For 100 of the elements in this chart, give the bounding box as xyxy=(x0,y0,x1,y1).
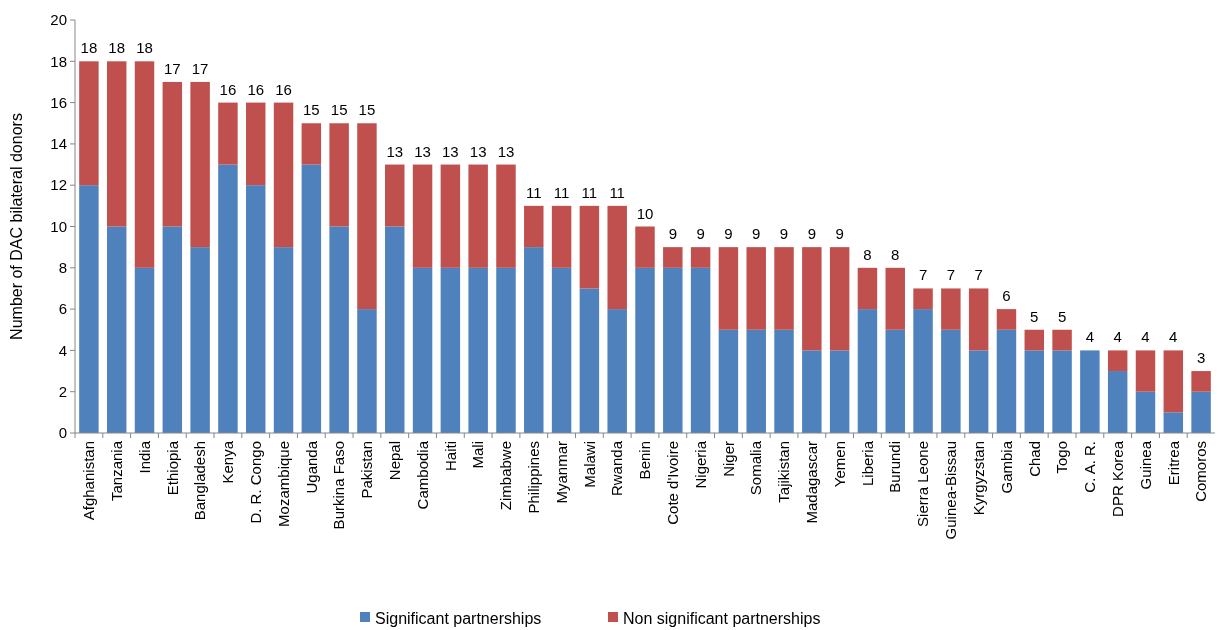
bar xyxy=(635,226,655,268)
bar xyxy=(301,123,322,165)
bar xyxy=(190,81,210,248)
total-label: 7 xyxy=(918,266,928,284)
x-tick-label: Eritrea xyxy=(1164,440,1182,486)
bar xyxy=(1080,350,1100,433)
x-tick-label: Cote d'Ivoire xyxy=(664,441,682,525)
total-label: 9 xyxy=(779,225,789,243)
bar xyxy=(635,267,655,433)
total-label: 9 xyxy=(668,225,677,243)
x-tick-label: Guinea xyxy=(1136,440,1154,490)
x-tick-label: Burkina Faso xyxy=(330,441,348,530)
bar xyxy=(1107,350,1128,372)
bar xyxy=(190,247,210,433)
bar xyxy=(829,247,850,351)
bar xyxy=(79,185,99,433)
bar xyxy=(134,267,155,433)
total-label: 8 xyxy=(891,245,900,263)
bar xyxy=(579,288,600,433)
bar xyxy=(1052,329,1072,351)
y-tick-label: 2 xyxy=(58,382,67,400)
total-label: 15 xyxy=(330,101,348,119)
bar xyxy=(941,288,961,330)
bar xyxy=(885,267,905,330)
x-tick-label: Sierra Leone xyxy=(914,441,932,527)
bar xyxy=(941,329,961,433)
legend-label: Non significant partnerships xyxy=(623,609,821,627)
x-tick-label: Bangladesh xyxy=(191,441,209,521)
bar xyxy=(829,350,850,433)
bar xyxy=(913,288,933,310)
x-tick-label: Ethiopia xyxy=(163,440,181,496)
x-tick-label: Somalia xyxy=(747,440,765,496)
total-label: 7 xyxy=(946,266,956,284)
bar xyxy=(968,350,989,433)
total-label: 9 xyxy=(835,225,844,243)
total-label: 13 xyxy=(414,142,431,160)
x-tick-label: Burundi xyxy=(886,441,904,493)
bar xyxy=(496,267,516,433)
bar xyxy=(1163,350,1184,413)
bar xyxy=(607,205,627,310)
total-label: 16 xyxy=(275,80,292,98)
x-tick-label: Cambodia xyxy=(413,440,431,510)
bar xyxy=(357,309,377,433)
bar xyxy=(746,329,766,433)
y-tick-label: 18 xyxy=(50,52,67,70)
x-tick-label: Mali xyxy=(469,441,487,469)
bar xyxy=(218,102,238,165)
bar xyxy=(1052,350,1072,433)
total-label: 4 xyxy=(1141,328,1150,346)
bar xyxy=(1135,391,1156,433)
bar xyxy=(885,329,905,433)
bar xyxy=(524,205,544,248)
x-tick-label: Yemen xyxy=(830,441,848,488)
x-tick-label: Mozambique xyxy=(274,441,292,527)
total-label: 7 xyxy=(974,266,983,284)
y-tick-label: 12 xyxy=(50,176,67,194)
bar xyxy=(329,123,349,227)
x-tick-label: Zimbabwe xyxy=(497,441,515,511)
bar xyxy=(1024,350,1044,433)
total-label: 9 xyxy=(752,225,761,243)
total-label: 15 xyxy=(303,101,320,119)
x-tick-label: Haiti xyxy=(441,441,459,472)
total-label: 4 xyxy=(1169,328,1178,346)
y-tick-label: 8 xyxy=(58,259,67,277)
bar xyxy=(524,247,544,433)
bar xyxy=(551,267,572,433)
bar xyxy=(468,164,488,268)
bar xyxy=(718,329,739,433)
x-tick-label: Pakistan xyxy=(358,441,376,499)
bar xyxy=(579,205,600,289)
x-tick-label: Kyrgyzstan xyxy=(969,441,987,516)
x-tick-label: Liberia xyxy=(858,440,876,487)
total-label: 18 xyxy=(80,39,98,57)
bar xyxy=(385,226,405,433)
y-tick-label: 14 xyxy=(50,135,67,153)
total-label: 10 xyxy=(636,204,654,222)
bar xyxy=(329,226,349,433)
bar xyxy=(468,267,488,433)
x-tick-label: D. R. Congo xyxy=(246,441,264,524)
bar xyxy=(968,288,989,351)
x-tick-label: Chad xyxy=(1025,441,1043,477)
total-label: 16 xyxy=(219,80,237,98)
bar xyxy=(440,164,461,268)
bar xyxy=(301,164,322,433)
x-tick-label: Comoros xyxy=(1192,441,1210,502)
total-label: 5 xyxy=(1057,307,1067,325)
x-tick-label: Philippines xyxy=(525,441,543,514)
total-label: 13 xyxy=(497,142,515,160)
bar xyxy=(162,226,183,433)
bar xyxy=(690,247,711,268)
total-label: 8 xyxy=(863,245,872,263)
y-tick-label: 0 xyxy=(58,424,67,442)
total-label: 18 xyxy=(136,39,153,57)
x-tick-label: Benin xyxy=(636,441,654,480)
bar xyxy=(79,61,99,186)
total-label: 17 xyxy=(191,59,209,77)
x-tick-label: Gambia xyxy=(997,440,1015,494)
bar xyxy=(1191,371,1211,392)
total-label: 6 xyxy=(1002,287,1011,305)
total-label: 13 xyxy=(386,142,404,160)
